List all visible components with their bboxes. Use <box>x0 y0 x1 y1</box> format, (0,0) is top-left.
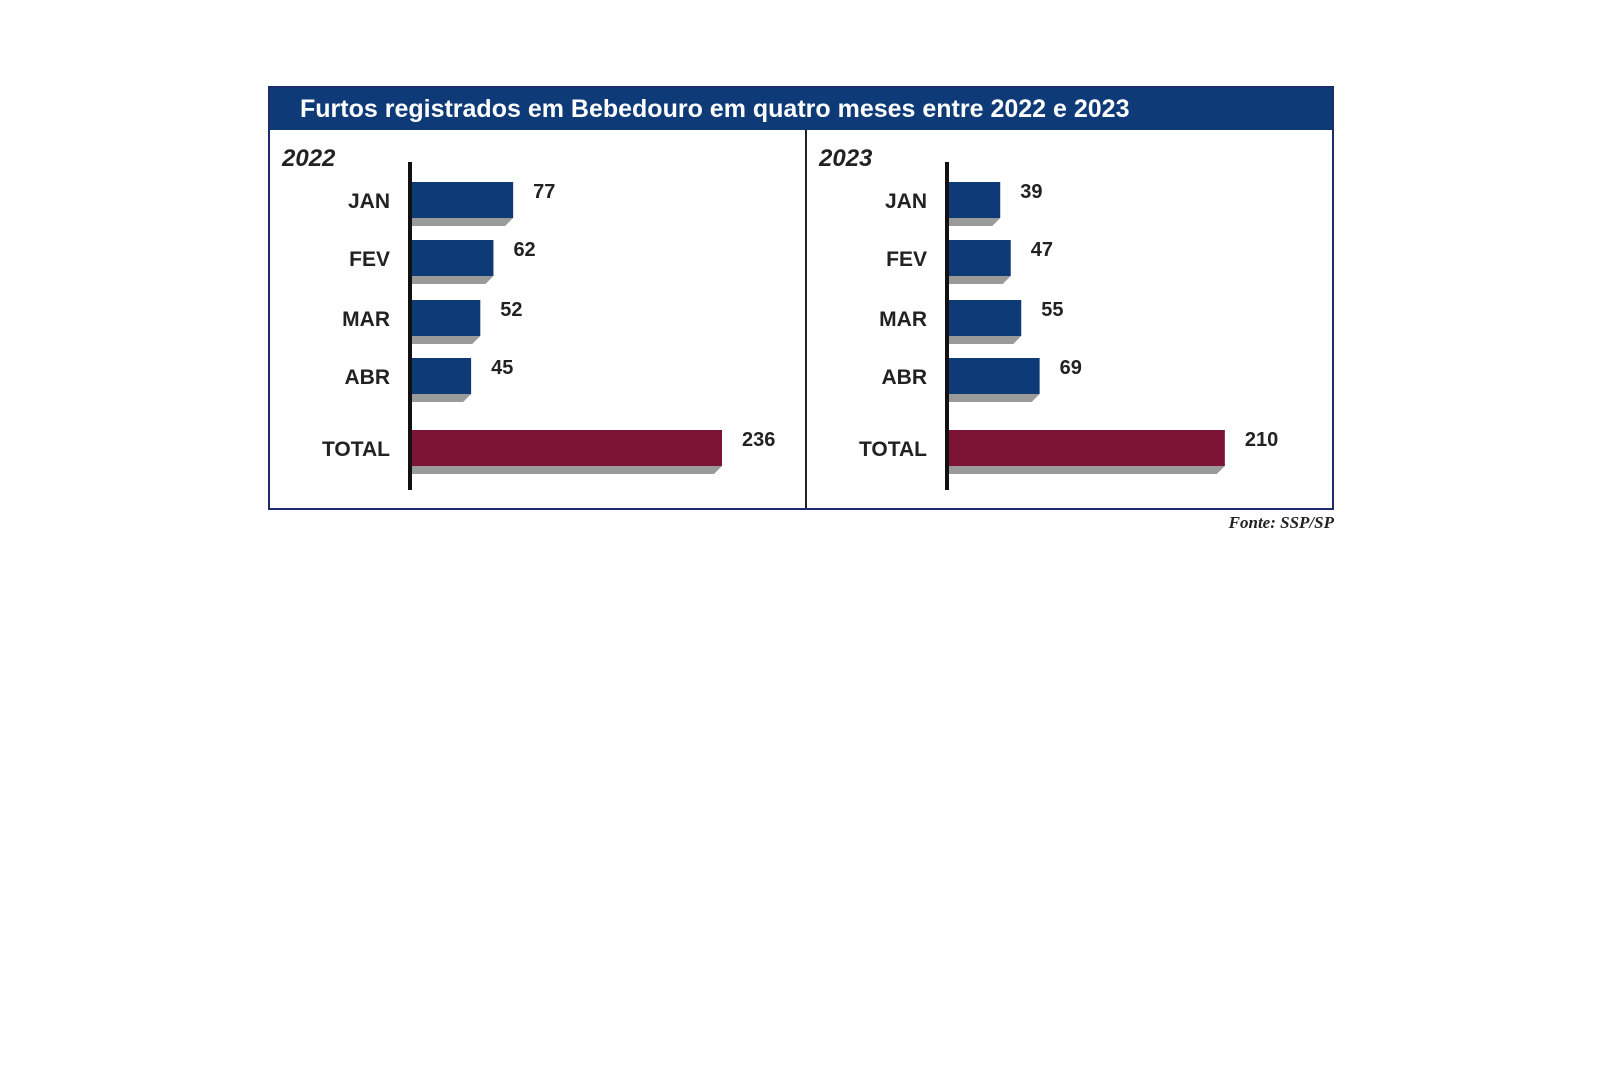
bar-shadow-mar <box>949 336 1022 344</box>
panel-2023: 2023 JAN 39 FEV 47 MAR 55 ABR 69 TOTAL 210 <box>807 130 1332 508</box>
bar-shadow-mar <box>412 336 481 344</box>
value-label-mar: 52 <box>500 299 522 321</box>
bar-mar <box>949 300 1022 336</box>
bar-jan <box>949 182 1001 218</box>
bar-shadow-abr <box>949 394 1040 402</box>
value-label-total: 210 <box>1245 429 1278 451</box>
bar-fev <box>412 240 494 276</box>
bar-total <box>412 430 722 466</box>
category-label-jan: JAN <box>348 190 390 213</box>
value-label-fev: 47 <box>1031 239 1053 261</box>
category-label-jan: JAN <box>885 190 927 213</box>
bar-abr <box>412 358 472 394</box>
bar-shadow-fev <box>949 276 1011 284</box>
chart-2022-svg: 2022 JAN 77 FEV 62 MAR 52 ABR 45 TOTAL 236 <box>281 145 775 490</box>
category-label-abr: ABR <box>882 366 928 389</box>
bar-total <box>949 430 1225 466</box>
category-label-total: TOTAL <box>859 438 927 461</box>
bar-shadow-jan <box>949 218 1001 226</box>
value-label-jan: 77 <box>533 181 555 203</box>
bar-shadow-abr <box>412 394 472 402</box>
bar-shadow-jan <box>412 218 514 226</box>
value-label-jan: 39 <box>1020 181 1042 203</box>
category-label-fev: FEV <box>886 248 927 271</box>
category-label-total: TOTAL <box>322 438 390 461</box>
category-label-mar: MAR <box>879 308 927 331</box>
category-label-fev: FEV <box>349 248 390 271</box>
bar-jan <box>412 182 514 218</box>
chart-figure: Furtos registrados em Bebedouro em quatr… <box>268 86 1334 510</box>
chart-title: Furtos registrados em Bebedouro em quatr… <box>270 88 1332 130</box>
panel-2022: 2022 JAN 77 FEV 62 MAR 52 ABR 45 TOTAL 236 <box>270 130 805 508</box>
bar-fev <box>949 240 1011 276</box>
bar-abr <box>949 358 1040 394</box>
category-label-abr: ABR <box>345 366 391 389</box>
value-label-abr: 69 <box>1060 357 1082 379</box>
chart-2023-svg: 2023 JAN 39 FEV 47 MAR 55 ABR 69 TOTAL 210 <box>818 145 1278 490</box>
bar-shadow-total <box>412 466 722 474</box>
value-label-abr: 45 <box>491 357 513 379</box>
value-label-mar: 55 <box>1041 299 1063 321</box>
value-label-total: 236 <box>742 429 775 451</box>
year-label-2022: 2022 <box>281 145 336 172</box>
panel-divider <box>805 130 807 508</box>
year-label-2023: 2023 <box>818 145 873 172</box>
category-label-mar: MAR <box>342 308 390 331</box>
source-note: Fonte: SSP/SP <box>1228 513 1334 532</box>
bar-shadow-fev <box>412 276 494 284</box>
bar-mar <box>412 300 481 336</box>
bar-shadow-total <box>949 466 1225 474</box>
value-label-fev: 62 <box>513 239 535 261</box>
